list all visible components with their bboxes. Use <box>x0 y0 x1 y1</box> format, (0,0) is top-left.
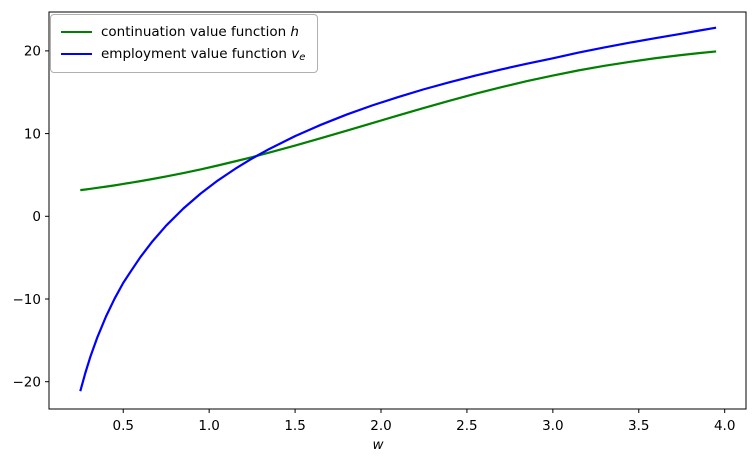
x-tick-label: 1.5 <box>284 418 305 434</box>
x-tick-label: 4.0 <box>714 418 735 434</box>
y-tick-label: 10 <box>24 126 41 142</box>
legend-box: continuation value function h employment… <box>50 14 318 73</box>
y-tick-label: −10 <box>13 292 42 308</box>
y-tick-label: 20 <box>24 44 41 60</box>
legend-line-sample-green <box>61 30 92 34</box>
axes-frame <box>48 11 747 410</box>
y-tick-label: −20 <box>13 375 42 391</box>
legend-label: continuation value function h <box>101 24 299 41</box>
x-tick-label: 2.5 <box>456 418 477 434</box>
x-axis-label: w <box>372 437 384 453</box>
x-tick-label: 1.0 <box>198 418 219 434</box>
legend-label-text: continuation value function <box>101 23 291 40</box>
legend-item-employment-value: employment value function ve <box>61 43 307 65</box>
x-tick-label: 3.5 <box>628 418 649 434</box>
legend-label-math: h <box>290 23 299 40</box>
legend-label-math: v <box>291 45 300 62</box>
legend-label-math-sub: e <box>299 51 306 63</box>
legend-label-text: employment value function <box>101 45 292 62</box>
y-tick-label: 0 <box>32 209 41 225</box>
legend-line-sample-blue <box>61 52 92 56</box>
x-tick-label: 0.5 <box>112 418 133 434</box>
x-tick-label: 3.0 <box>542 418 563 434</box>
legend-item-continuation-value: continuation value function h <box>61 21 307 43</box>
legend-label: employment value function ve <box>101 46 305 63</box>
series-line-0 <box>80 50 717 192</box>
series-line-1 <box>79 26 717 392</box>
x-tick-label: 2.0 <box>370 418 391 434</box>
